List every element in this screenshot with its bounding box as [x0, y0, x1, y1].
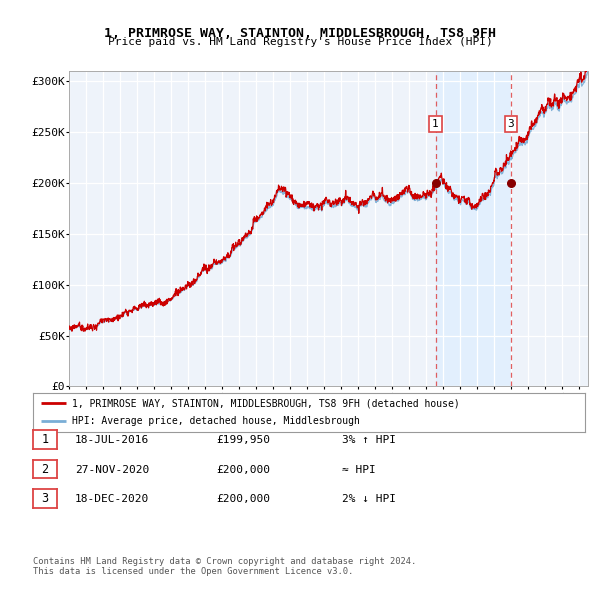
Text: 1: 1: [432, 119, 439, 129]
Text: 18-JUL-2016: 18-JUL-2016: [75, 435, 149, 445]
Text: 3: 3: [41, 492, 49, 505]
Text: £199,950: £199,950: [216, 435, 270, 445]
Text: 1: 1: [41, 433, 49, 446]
Text: 3: 3: [508, 119, 514, 129]
Text: This data is licensed under the Open Government Licence v3.0.: This data is licensed under the Open Gov…: [33, 567, 353, 576]
Text: 27-NOV-2020: 27-NOV-2020: [75, 465, 149, 475]
Text: ≈ HPI: ≈ HPI: [342, 465, 376, 475]
Bar: [436, 71, 511, 386]
Text: Contains HM Land Registry data © Crown copyright and database right 2024.: Contains HM Land Registry data © Crown c…: [33, 558, 416, 566]
Text: £200,000: £200,000: [216, 494, 270, 504]
Text: 2: 2: [41, 463, 49, 476]
Text: HPI: Average price, detached house, Middlesbrough: HPI: Average price, detached house, Midd…: [71, 417, 359, 427]
Text: £200,000: £200,000: [216, 465, 270, 475]
Text: 18-DEC-2020: 18-DEC-2020: [75, 494, 149, 504]
Text: 1, PRIMROSE WAY, STAINTON, MIDDLESBROUGH, TS8 9FH: 1, PRIMROSE WAY, STAINTON, MIDDLESBROUGH…: [104, 27, 496, 40]
Text: 1, PRIMROSE WAY, STAINTON, MIDDLESBROUGH, TS8 9FH (detached house): 1, PRIMROSE WAY, STAINTON, MIDDLESBROUGH…: [71, 398, 460, 408]
Text: 2% ↓ HPI: 2% ↓ HPI: [342, 494, 396, 504]
Text: Price paid vs. HM Land Registry's House Price Index (HPI): Price paid vs. HM Land Registry's House …: [107, 37, 493, 47]
Text: 3% ↑ HPI: 3% ↑ HPI: [342, 435, 396, 445]
